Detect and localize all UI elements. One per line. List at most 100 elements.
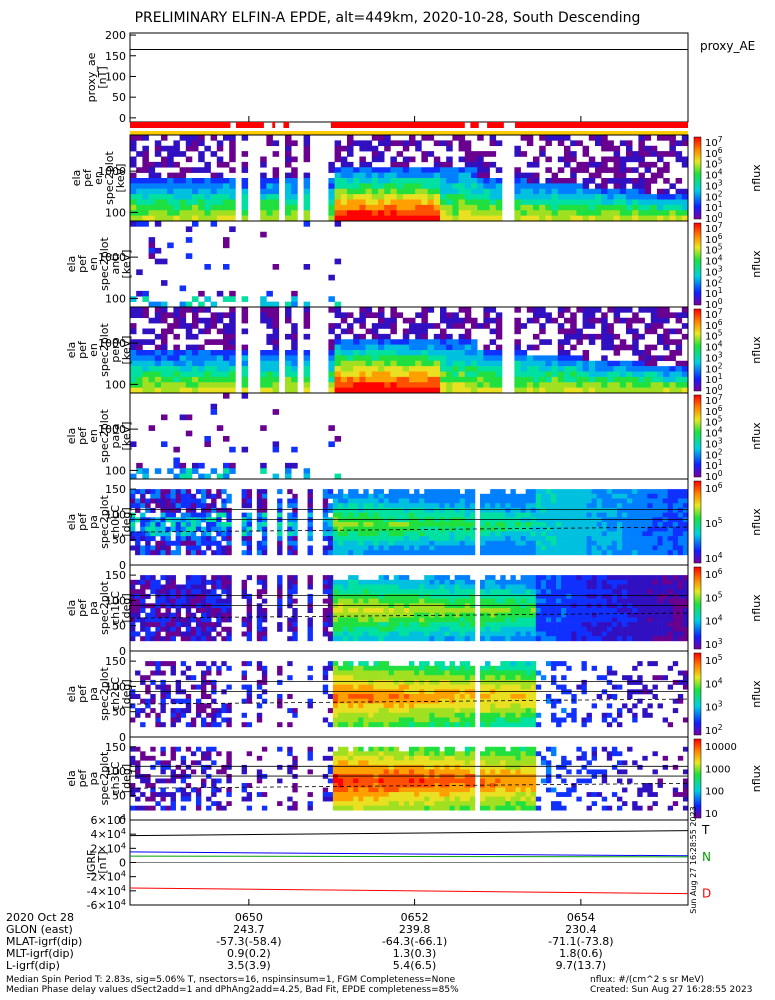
spectrogram-cell	[607, 339, 614, 345]
spectrogram-cell	[440, 382, 447, 388]
spectrogram-cell	[402, 350, 410, 356]
spectrogram-cell	[161, 210, 168, 216]
pa-cell	[454, 593, 461, 599]
spectrogram-cell	[650, 344, 658, 351]
pa-cell	[485, 589, 491, 595]
pa-cell	[551, 493, 557, 499]
pa-cell	[409, 498, 415, 504]
pa-cell	[652, 612, 658, 618]
spectrogram-cell	[657, 307, 664, 313]
spectrogram-cell	[378, 183, 385, 190]
pa-cell	[398, 507, 405, 513]
spectrogram-cell	[136, 269, 143, 276]
pa-cell	[525, 598, 532, 604]
pa-cell	[677, 545, 684, 551]
pa-cell	[495, 536, 501, 542]
spectrogram-cell	[272, 328, 280, 335]
pa-cell	[632, 617, 638, 623]
pa-cell	[667, 507, 674, 513]
pa-cell	[622, 550, 628, 556]
pa-cell	[606, 550, 613, 556]
spectrogram-cell	[601, 215, 608, 222]
spectrogram-cell	[223, 339, 230, 345]
pa-cell	[454, 598, 461, 604]
pa-cell	[500, 507, 506, 513]
spectrogram-cell	[551, 366, 559, 372]
pa-cell	[677, 507, 684, 513]
spectrogram-cell	[229, 339, 236, 345]
pa-cell	[195, 622, 202, 628]
pa-cell	[419, 531, 425, 537]
spectrogram-cell	[130, 194, 137, 200]
pa-cell	[332, 636, 339, 642]
pa-cell	[596, 636, 603, 642]
pa-cell	[637, 507, 643, 513]
pa-cell	[201, 703, 207, 709]
pa-cell	[616, 489, 623, 495]
spectrogram-cell	[588, 382, 596, 388]
pa-cell	[662, 612, 669, 618]
pa-cell	[495, 626, 501, 632]
pa-cell	[135, 536, 141, 542]
pa-cell	[454, 512, 461, 518]
spectrogram-cell	[452, 204, 459, 211]
pa-cell	[211, 493, 217, 499]
spectrogram-cell	[663, 135, 670, 141]
pa-cell	[556, 598, 562, 604]
spectrogram-cell	[638, 204, 645, 211]
spectrogram-cell	[272, 333, 280, 340]
pa-cell	[201, 498, 207, 504]
pa-cell	[469, 489, 476, 495]
spectrogram-cell	[353, 140, 360, 147]
spectrogram-cell	[384, 204, 391, 211]
pa-cell	[667, 545, 674, 551]
pa-cell	[140, 636, 146, 642]
spectrogram-cell	[446, 360, 453, 367]
spectrogram-cell	[142, 307, 149, 313]
spectrogram-cell	[557, 194, 565, 200]
pa-cell	[378, 540, 384, 546]
spectrogram-cell	[415, 204, 422, 211]
pa-cell	[145, 498, 151, 504]
pa-cell	[551, 503, 557, 509]
pa-cell	[383, 507, 390, 513]
spectrogram-cell	[142, 312, 149, 319]
pa-cell	[353, 612, 359, 618]
spectrogram-cell	[539, 382, 546, 388]
pa-cell	[677, 593, 684, 599]
spectrogram-cell	[334, 194, 342, 200]
pa-cell	[246, 617, 253, 623]
pa-cell	[596, 608, 603, 613]
pa-cell	[363, 593, 369, 599]
pa-cell	[505, 545, 511, 551]
pa-cell	[647, 536, 653, 542]
pa-cell	[150, 608, 156, 613]
spectrogram-cell	[570, 167, 577, 173]
spectrogram-cell	[601, 178, 608, 184]
spectrogram-cell	[167, 178, 174, 184]
pa-cell	[348, 589, 354, 595]
spectrogram-cell	[272, 339, 280, 345]
pa-cell	[434, 589, 440, 595]
spectrogram-cell	[167, 323, 174, 329]
spectrogram-cell	[458, 344, 466, 351]
pa-cell	[145, 536, 151, 542]
pa-cell	[195, 598, 202, 604]
pa-cell	[540, 503, 547, 509]
pa-cell	[332, 507, 339, 513]
energy-ylabel-2-line-4: anti	[109, 253, 122, 274]
pa-cell	[211, 679, 217, 685]
pa-cell	[530, 584, 537, 590]
spectrogram-cell	[167, 172, 174, 179]
pa-cell	[277, 545, 283, 551]
pa-cell	[403, 545, 410, 551]
spectrogram-cell	[409, 178, 416, 184]
pa-cell	[160, 531, 166, 537]
pa-cell	[464, 545, 471, 551]
spectrogram-cell	[464, 199, 472, 206]
pa-cell	[226, 498, 232, 504]
spectrogram-cell	[626, 387, 633, 394]
spectrogram-cell	[353, 344, 360, 351]
spectrogram-cell	[185, 382, 193, 388]
spectrogram-cell	[216, 350, 224, 356]
